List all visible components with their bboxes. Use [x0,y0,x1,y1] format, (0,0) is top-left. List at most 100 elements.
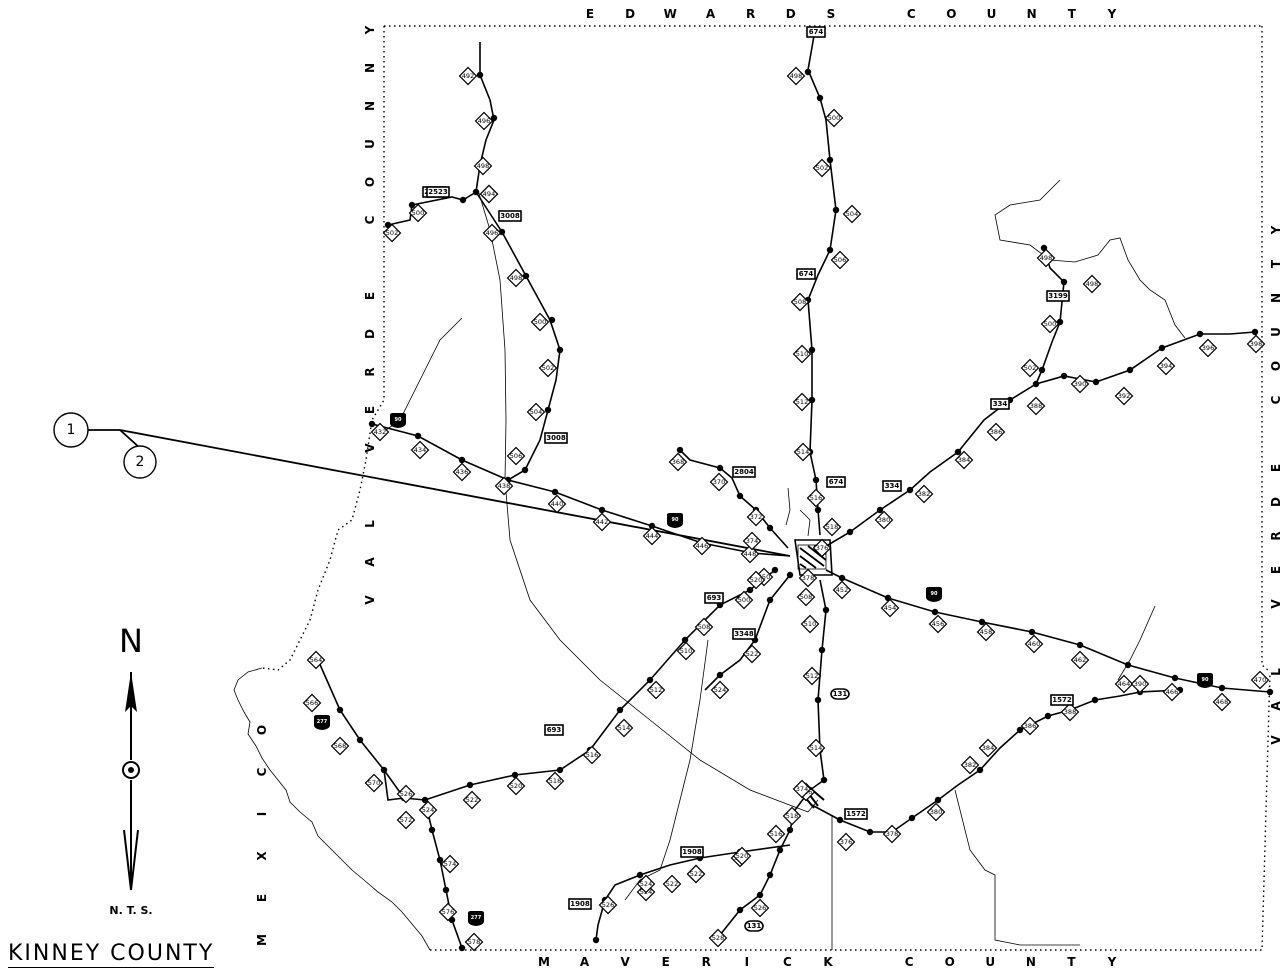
route-marker: 386 [1020,716,1040,736]
route-marker-label: 512 [806,672,818,680]
state-highway-shield: 3199 [1046,290,1070,302]
route-marker-label: 522 [666,880,678,888]
county-label-letter: O [946,7,956,21]
road-node [459,196,467,204]
route-marker-label: 450 [758,573,770,581]
route-marker-label: 442 [596,518,608,526]
state-highway-label: 693 [547,726,562,734]
county-label-letter: Y [363,25,377,35]
county-label-letter: O [945,955,955,969]
county-label-letter: Y [1107,7,1117,21]
route-marker: 522 [742,644,762,664]
route-marker-label: 496 [486,229,498,237]
route-marker-label: 444 [646,532,658,540]
route-marker: 502 [382,223,402,243]
route-marker: 500 [530,312,550,332]
route-marker: 524 [418,800,438,820]
county-label-letter: M [538,955,550,969]
route-marker: 518 [782,806,802,826]
road-node [1092,378,1100,386]
route-marker: 378 [882,824,902,844]
route-marker-label: 520 [510,782,522,790]
route-marker: 524 [636,874,656,894]
route-marker-label: 384 [958,456,970,464]
route-marker-label: 396 [1202,344,1214,352]
route-marker-label: 370 [713,478,725,486]
brackettville-town [797,544,827,570]
state-highway-shield: 674 [826,476,846,488]
route-marker: 522 [662,874,682,894]
route-marker: 504 [842,204,862,224]
route-marker-label: 376 [840,838,852,846]
route-marker-label: 522 [466,796,478,804]
county-label-letter: V [363,443,377,453]
route-marker: 386 [986,422,1006,442]
route-marker: 520 [746,570,766,590]
road-node [716,464,724,472]
route-marker-label: 498 [1040,254,1052,262]
county-label-letter: I [745,955,749,969]
route-marker: 510 [792,344,812,364]
highway-shields: 6746746742523252330083008280433433431996… [314,26,1213,932]
state-highway-shield: 1572 [844,808,868,820]
state-highway-shield: 674 [796,268,816,280]
road-node [598,506,606,514]
route-marker-label: 498 [790,72,802,80]
route-marker: 496 [482,223,502,243]
route-marker: 502 [812,158,832,178]
route-marker-label: 514 [810,744,822,752]
state-highway-label: 674 [829,478,844,486]
route-marker-label: 500 [738,596,750,604]
state-highway-label: 3008 [500,212,520,220]
county-label-letter: E [1269,566,1282,574]
state-highway-label: 334 [993,400,1008,408]
state-highway-shield: 2804 [732,466,756,478]
road-node [458,456,466,464]
road-node [472,188,480,196]
road-node [716,671,724,679]
route-marker: 502 [1020,358,1040,378]
route-marker-label: 518 [826,523,838,531]
route-marker-label: 386 [990,428,1002,436]
state-highway-label: 1908 [682,848,702,856]
road-node [556,766,564,774]
route-marker-label: 508 [794,298,806,306]
route-marker: 500 [824,108,844,128]
route-marker-label: 514 [618,724,630,732]
road-node [548,316,556,324]
road-node [428,826,436,834]
road-node [556,346,564,354]
route-marker-label: 516 [810,494,822,502]
route-marker: 372 [746,507,766,527]
route-marker: 526 [396,784,416,804]
county-label-east: V A L V E R D E C O U N T Y [1269,225,1282,744]
county-label-letter: O [1269,361,1282,371]
route-marker: 470 [1250,670,1270,690]
us-highway-shield: 90 [926,587,942,602]
route-marker-label: 388 [1030,402,1042,410]
route-marker: 494 [479,184,499,204]
road-node [786,571,794,579]
county-label-letter: U [985,955,995,969]
county-label-letter: E [1269,464,1282,472]
route-marker-label: 498 [510,274,522,282]
county-label-letter: T [1269,259,1282,268]
route-marker-label: 506 [834,256,846,264]
route-marker: 464 [1114,674,1134,694]
state-highway-shield: 693 [704,592,724,604]
county-label-letter: C [1269,395,1282,404]
county-label-letter: A [580,955,590,969]
road-node [646,676,654,684]
route-marker-label: 568 [334,742,346,750]
road-node [544,406,552,414]
state-highway-shield: 674 [806,26,826,38]
county-label-letter: S [827,7,836,21]
route-marker-label: 522 [690,870,702,878]
road-node [368,420,376,428]
callout-1: 1 [53,412,89,448]
north-label: N [119,622,143,660]
route-marker-label: 382 [964,761,976,769]
state-highway-shield: 334 [882,480,902,492]
route-marker: 382 [960,755,980,775]
route-marker: 442 [592,512,612,532]
